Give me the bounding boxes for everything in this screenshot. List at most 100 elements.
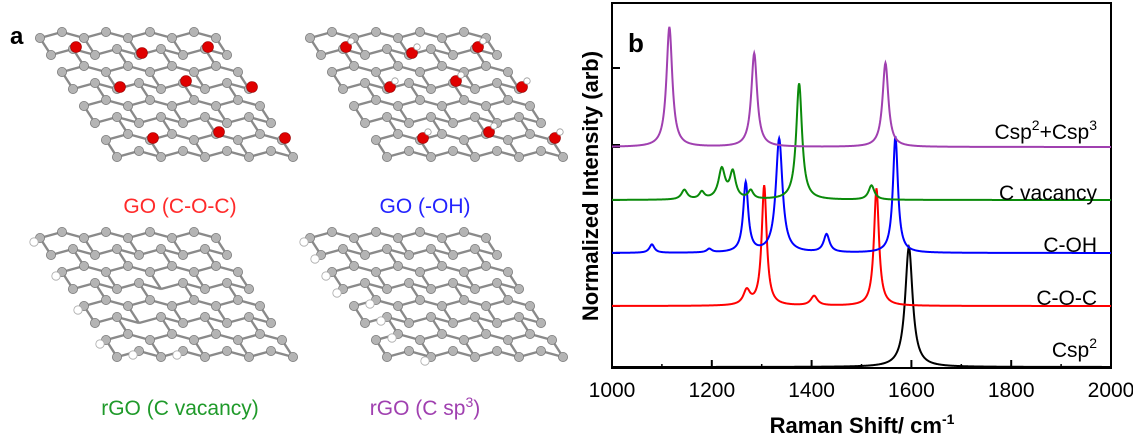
carbon-atom [243,351,254,362]
carbon-atom [35,33,46,44]
carbon-atom [112,283,123,294]
carbon-atom [447,317,458,328]
carbon-atom [414,226,425,237]
carbon-atom [112,351,123,362]
carbon-atom [68,84,79,95]
hydrogen-atom [556,128,564,136]
carbon-atom [480,328,491,339]
carbon-atom [123,128,134,139]
carbon-atom [265,317,276,328]
carbon-atom [232,334,243,345]
carbon-atom [123,61,134,72]
carbon-atom [112,151,123,162]
carbon-atom [381,283,392,294]
hydrogen-atom [29,237,39,247]
carbon-atom [232,67,243,78]
carbon-atom [221,249,232,260]
carbon-atom [458,226,469,237]
structure-go-oh: GO (-OH) [304,26,569,218]
oxygen-atom [70,41,82,53]
carbon-atom [101,294,112,305]
x-tick-label: 1200 [688,379,735,402]
carbon-atom [144,67,155,78]
carbon-atom [348,260,359,271]
carbon-atom [414,95,425,106]
series-label-main: C-OH [1043,234,1097,257]
carbon-atom [403,145,414,156]
structure-rgo-sp3: rGO (C sp3) [299,226,569,420]
carbon-atom [392,101,403,112]
carbon-atom [458,26,469,37]
carbon-atom [177,50,188,61]
carbon-atom [370,266,381,277]
carbon-atom [243,283,254,294]
carbon-atom [210,300,221,311]
carbon-atom [210,328,221,339]
carbon-atom [458,134,469,145]
hydrogen-atom [128,350,138,360]
carbon-atom [243,112,254,123]
structure-rgo-vacancy: rGO (C vacancy) [29,226,298,420]
carbon-atom [392,33,403,44]
carbon-atom [458,95,469,106]
panel-a: a GO (C-O-C) GO (-OH) rGO (C vacancy) rG… [10,23,569,420]
carbon-atom [348,300,359,311]
carbon-atom [221,118,232,129]
y-axis-ticks [612,67,620,368]
carbon-atom [392,260,403,271]
series-label: C-O-C [1036,287,1097,310]
caption-rgo-sp3-end: ) [473,397,480,420]
carbon-atom [144,294,155,305]
carbon-atom [133,277,144,288]
carbon-atom [480,232,491,243]
carbon-atom [491,145,502,156]
carbon-atom [221,317,232,328]
hydrogen-atom [95,339,105,349]
carbon-atom [155,311,166,322]
carbon-atom [101,134,112,145]
carbon-atom [469,243,480,254]
carbon-atom [458,266,469,277]
carbon-atom [514,351,525,362]
carbon-atom [177,249,188,260]
carbon-atom [491,345,502,356]
carbon-atom [502,67,513,78]
spectrum-line [612,134,1111,254]
carbon-atom [90,118,101,129]
carbon-atom [381,243,392,254]
hydrogen-atom [387,333,397,343]
carbon-atom [79,33,90,44]
carbon-atom [359,277,370,288]
carbon-atoms [304,226,569,362]
carbon-atom [525,101,536,112]
carbon-atom [57,226,68,237]
carbon-atom [403,249,414,260]
molecule-rgo-sp3 [299,226,569,366]
carbon-atom [210,260,221,271]
carbon-atom [155,112,166,123]
spectrum-line [611,26,1111,148]
functional-groups [70,41,291,144]
hydrogen-atom [73,305,83,315]
hydrogen-atom [523,77,531,85]
oxygen-atom [180,75,192,87]
carbon-atom [392,300,403,311]
carbon-atom [199,283,210,294]
x-tick-label: 2000 [1088,379,1133,402]
carbon-atom [46,50,57,61]
carbon-atom [436,128,447,139]
carbon-atom [469,283,480,294]
carbon-atom [287,151,298,162]
carbon-atom [514,112,525,123]
carbon-atom [177,118,188,129]
carbon-atom [525,300,536,311]
carbon-atom [491,78,502,89]
carbon-atom [359,249,370,260]
carbon-atom [414,334,425,345]
carbon-atom [101,266,112,277]
carbon-atom [265,118,276,129]
carbon-atom [123,232,134,243]
panel-a-label: a [10,23,24,50]
oxygen-atom [246,81,258,93]
